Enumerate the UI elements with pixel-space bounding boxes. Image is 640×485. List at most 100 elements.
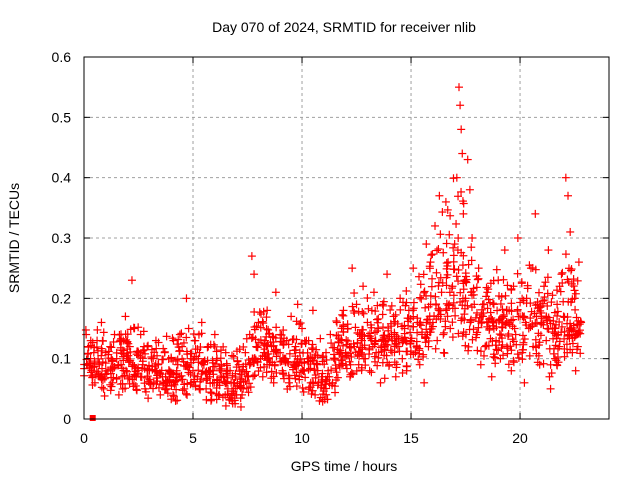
data-point bbox=[484, 341, 493, 350]
data-point bbox=[352, 366, 361, 375]
data-point bbox=[162, 332, 171, 341]
data-point bbox=[396, 305, 405, 314]
data-point bbox=[452, 272, 461, 281]
data-point bbox=[454, 277, 463, 286]
data-point bbox=[195, 348, 204, 357]
data-point bbox=[357, 366, 366, 375]
data-point bbox=[206, 366, 215, 375]
data-point bbox=[467, 315, 476, 324]
data-point bbox=[310, 366, 319, 375]
data-point bbox=[363, 318, 372, 327]
data-point bbox=[412, 342, 421, 351]
data-point bbox=[566, 227, 575, 236]
data-point bbox=[386, 305, 395, 314]
data-point bbox=[566, 319, 575, 328]
data-point bbox=[543, 273, 552, 282]
data-points bbox=[80, 83, 586, 421]
data-point bbox=[118, 364, 127, 373]
data-point bbox=[236, 374, 245, 383]
data-point bbox=[256, 323, 265, 332]
data-point bbox=[247, 252, 256, 261]
data-point bbox=[420, 287, 429, 296]
axis-ticks: 0 0.1 0.2 0.3 0.4 0.5 0.6 0 5 10 15 20 bbox=[52, 49, 609, 446]
data-point bbox=[112, 374, 121, 383]
data-point bbox=[540, 282, 549, 291]
data-point bbox=[485, 324, 494, 333]
data-point bbox=[132, 347, 141, 356]
data-point bbox=[93, 325, 102, 334]
data-point bbox=[130, 324, 139, 333]
data-point bbox=[463, 155, 472, 164]
data-point bbox=[332, 331, 341, 340]
data-point bbox=[554, 330, 563, 339]
y-tick-label: 0.1 bbox=[52, 351, 72, 367]
data-point bbox=[483, 288, 492, 297]
data-point bbox=[266, 338, 275, 347]
data-point bbox=[123, 354, 132, 363]
data-point bbox=[460, 276, 469, 285]
data-point bbox=[217, 360, 226, 369]
data-point bbox=[542, 312, 551, 321]
data-point bbox=[458, 261, 467, 270]
data-point bbox=[436, 230, 445, 239]
data-point bbox=[531, 209, 540, 218]
data-point bbox=[141, 349, 150, 358]
data-point bbox=[370, 352, 379, 361]
data-point bbox=[183, 379, 192, 388]
data-point bbox=[342, 364, 351, 373]
data-point bbox=[107, 343, 116, 352]
data-point bbox=[197, 329, 206, 338]
data-point bbox=[419, 352, 428, 361]
data-point bbox=[374, 353, 383, 362]
data-point bbox=[123, 330, 132, 339]
data-point bbox=[398, 354, 407, 363]
data-point bbox=[116, 343, 125, 352]
data-point bbox=[402, 347, 411, 356]
data-point bbox=[560, 327, 569, 336]
data-point bbox=[493, 306, 502, 315]
data-point bbox=[153, 371, 162, 380]
data-point bbox=[322, 348, 331, 357]
data-point bbox=[107, 354, 116, 363]
data-point bbox=[555, 282, 564, 291]
data-point bbox=[134, 323, 143, 332]
data-point bbox=[416, 280, 425, 289]
data-point bbox=[106, 342, 115, 351]
data-point bbox=[509, 315, 518, 324]
y-tick-label: 0.2 bbox=[52, 290, 72, 306]
data-point bbox=[323, 395, 332, 404]
data-point bbox=[217, 346, 226, 355]
data-point bbox=[304, 365, 313, 374]
data-point bbox=[131, 381, 140, 390]
data-point bbox=[252, 322, 261, 331]
data-point bbox=[256, 363, 265, 372]
data-point bbox=[495, 330, 504, 339]
data-point bbox=[444, 258, 453, 267]
data-point bbox=[89, 348, 98, 357]
data-point bbox=[196, 342, 205, 351]
data-point bbox=[448, 282, 457, 291]
data-point bbox=[347, 342, 356, 351]
data-point bbox=[175, 346, 184, 355]
data-point bbox=[555, 342, 564, 351]
data-point bbox=[420, 378, 429, 387]
data-point bbox=[295, 320, 304, 329]
data-point bbox=[432, 268, 441, 277]
data-point bbox=[234, 360, 243, 369]
data-point bbox=[553, 300, 562, 309]
data-point bbox=[262, 313, 271, 322]
data-point bbox=[183, 350, 192, 359]
data-point bbox=[537, 318, 546, 327]
data-point bbox=[267, 342, 276, 351]
data-point bbox=[401, 301, 410, 310]
data-point bbox=[387, 322, 396, 331]
data-point bbox=[117, 360, 126, 369]
data-point bbox=[513, 305, 522, 314]
data-point bbox=[390, 342, 399, 351]
data-point bbox=[335, 360, 344, 369]
data-point bbox=[516, 312, 525, 321]
data-point bbox=[457, 125, 466, 134]
data-point bbox=[554, 358, 563, 367]
data-point bbox=[442, 273, 451, 282]
data-point bbox=[298, 324, 307, 333]
